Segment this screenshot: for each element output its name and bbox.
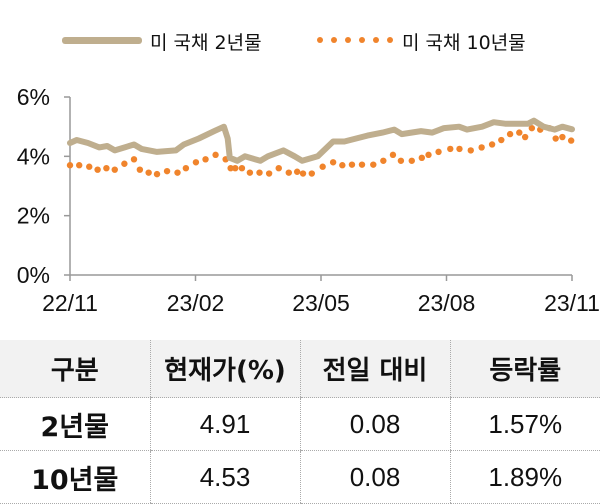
- point-10y: [348, 161, 356, 168]
- table-row: 10년물 4.53 0.08 1.89%: [0, 450, 600, 504]
- point-10y: [380, 157, 387, 164]
- table-header-row: 구분 현재가(%) 전일 대비 등락률: [0, 340, 600, 398]
- point-10y: [456, 145, 463, 153]
- point-10y: [498, 136, 505, 144]
- change-rate: 1.89%: [449, 450, 600, 504]
- point-10y: [174, 169, 181, 176]
- point-10y: [397, 157, 405, 164]
- point-10y: [130, 156, 138, 163]
- point-10y: [212, 151, 219, 159]
- point-10y: [567, 137, 575, 144]
- point-10y: [516, 129, 523, 136]
- point-10y: [145, 169, 152, 176]
- col-header: 현재가(%): [149, 340, 300, 398]
- point-10y: [447, 145, 454, 153]
- x-tick-label: 23/05: [292, 290, 350, 316]
- daily-change: 0.08: [299, 397, 450, 451]
- point-10y: [528, 124, 536, 132]
- x-tick-label: 22/11: [42, 290, 98, 316]
- point-10y: [265, 170, 273, 177]
- point-10y: [299, 170, 307, 177]
- chart-legend: 미 국채 2년물 미 국채 10년물: [0, 26, 600, 56]
- col-header: 구분: [0, 340, 150, 398]
- x-tick-label: 23/02: [167, 290, 225, 316]
- point-10y: [389, 151, 397, 159]
- change-rate: 1.57%: [449, 397, 600, 451]
- point-10y: [76, 162, 83, 169]
- col-header: 전일 대비: [299, 340, 450, 398]
- legend-label-2y: 미 국채 2년물: [150, 32, 262, 54]
- point-10y: [246, 169, 254, 176]
- row-label: 10년물: [0, 450, 150, 504]
- line-2y: [67, 117, 575, 164]
- point-10y: [358, 161, 366, 168]
- daily-change: 0.08: [299, 450, 450, 504]
- point-10y: [418, 154, 426, 162]
- legend-swatch-10y: [317, 37, 393, 43]
- point-10y: [136, 166, 144, 173]
- point-10y: [521, 133, 529, 141]
- point-10y: [153, 170, 161, 178]
- legend-label-10y: 미 국채 10년물: [402, 32, 526, 54]
- current-value: 4.91: [149, 397, 300, 451]
- point-10y: [319, 163, 326, 170]
- point-10y: [285, 169, 292, 176]
- x-tick-label: 23/11: [544, 290, 600, 316]
- point-10y: [488, 141, 496, 148]
- y-tick-label: 2%: [17, 203, 50, 229]
- point-10y: [238, 165, 246, 172]
- point-10y: [370, 161, 377, 168]
- point-10y: [66, 162, 74, 169]
- point-10y: [192, 159, 200, 166]
- y-tick-label: 4%: [17, 143, 50, 169]
- point-10y: [232, 165, 239, 172]
- point-10y: [506, 130, 514, 138]
- point-10y: [559, 133, 566, 141]
- point-10y: [202, 156, 209, 163]
- point-10y: [478, 144, 485, 151]
- row-label: 2년물: [0, 397, 150, 451]
- table-row: 2년물 4.91 0.08 1.57%: [0, 397, 600, 451]
- point-10y: [435, 148, 442, 156]
- point-10y: [339, 162, 346, 169]
- point-10y: [329, 159, 337, 166]
- legend-swatch-2y: [62, 37, 142, 44]
- point-10y: [103, 165, 110, 172]
- point-10y: [256, 169, 263, 176]
- point-10y: [275, 165, 282, 172]
- yield-table: 구분 현재가(%) 전일 대비 등락률 2년물 4.91 0.08 1.57% …: [0, 340, 600, 504]
- point-10y: [293, 168, 301, 175]
- col-header: 등락률: [449, 340, 600, 398]
- point-10y: [111, 166, 118, 173]
- point-10y: [182, 165, 190, 172]
- point-10y: [467, 147, 474, 154]
- point-10y: [425, 151, 432, 159]
- point-10y: [227, 165, 234, 172]
- y-tick-label: 0%: [17, 262, 50, 288]
- point-10y: [121, 160, 128, 167]
- point-10y: [552, 135, 559, 142]
- point-10y: [408, 157, 415, 164]
- current-value: 4.53: [149, 450, 300, 504]
- y-tick-label: 6%: [17, 84, 50, 110]
- yield-chart: 0% 2% 4% 6% 22/11 23/02 23/05 23/08 23/11: [17, 84, 600, 316]
- point-10y: [94, 166, 101, 173]
- point-10y: [163, 167, 171, 175]
- x-tick-label: 23/08: [418, 290, 476, 316]
- point-10y: [86, 163, 93, 170]
- point-10y: [308, 170, 315, 177]
